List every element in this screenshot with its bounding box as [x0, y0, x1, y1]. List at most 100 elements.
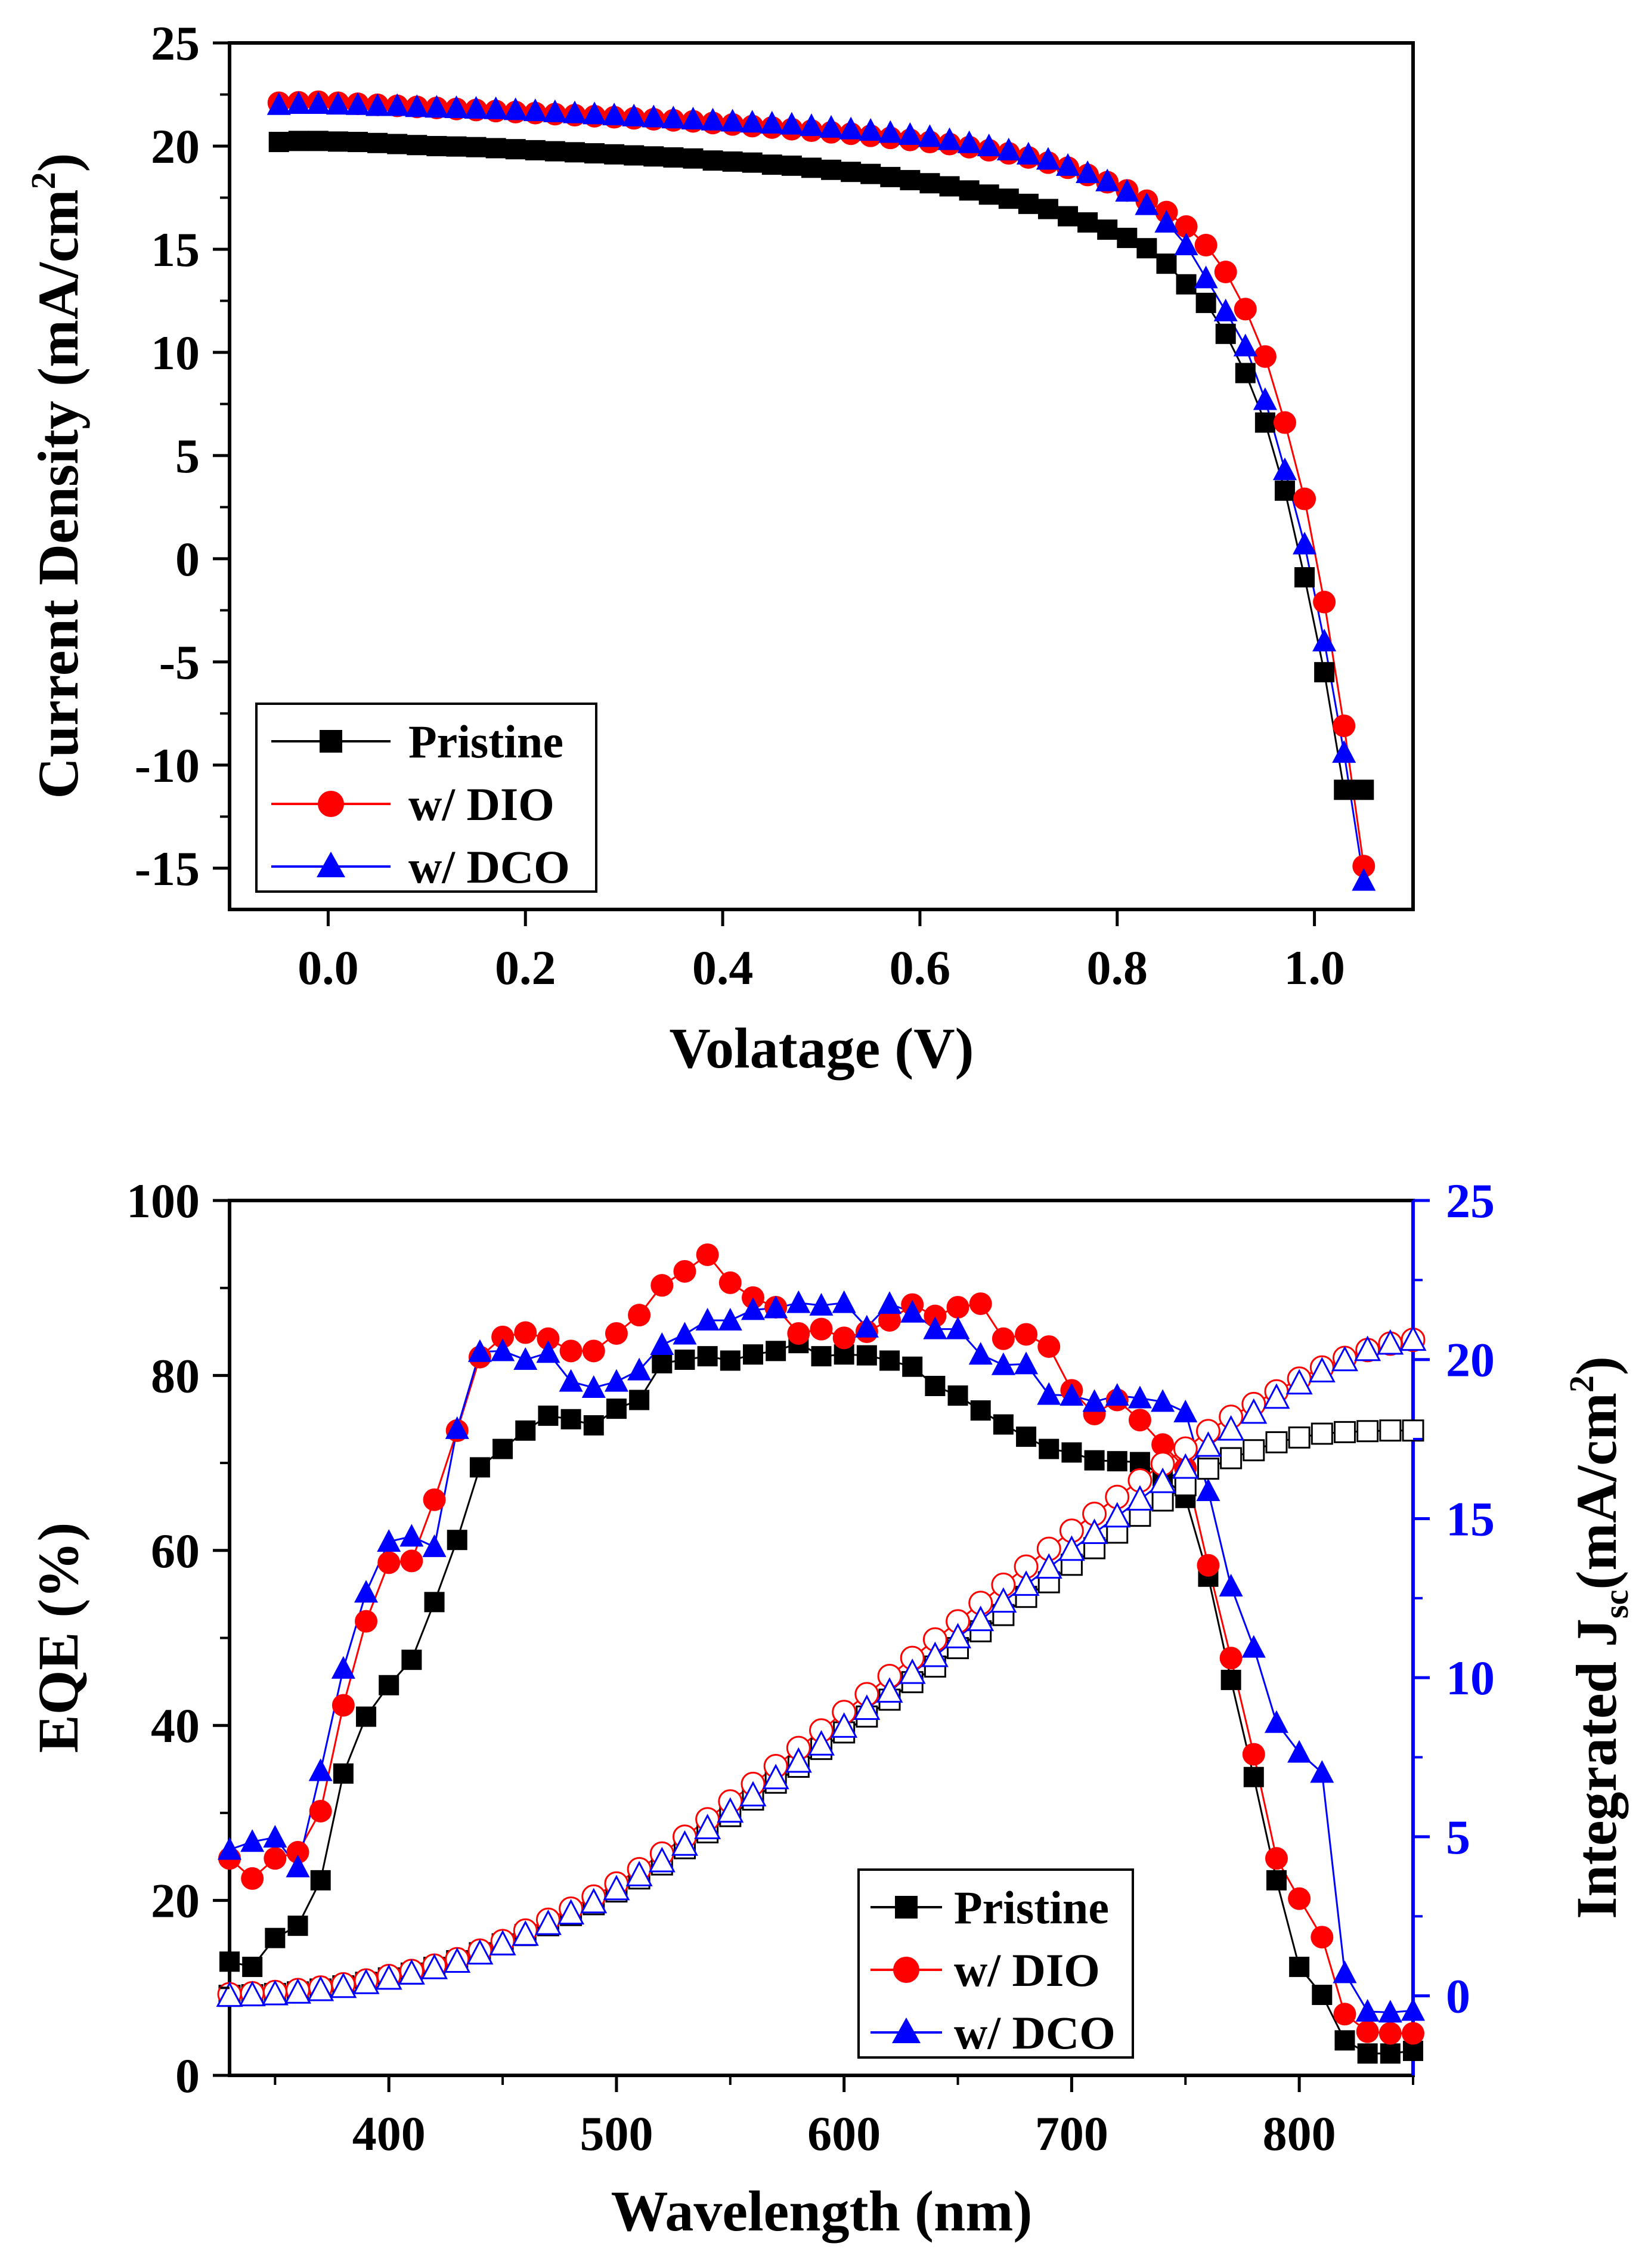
jv-point-dco	[740, 110, 764, 133]
eqe-right-y-tick-label: 25	[1446, 1174, 1495, 1228]
jv-point-dco	[799, 113, 823, 137]
jv-point-dco	[267, 92, 291, 115]
jv-x-tick-label: 0.8	[1087, 940, 1148, 995]
eqe-point-pristine-integrated	[1220, 1447, 1243, 1469]
eqe-point-pristine	[606, 1398, 627, 1419]
jv-point-dco	[957, 130, 981, 153]
eqe-point-dio	[696, 1243, 719, 1266]
eqe-point-dio	[1402, 2022, 1424, 2045]
eqe-point-pristine	[947, 1385, 968, 1406]
jv-point-dco	[543, 99, 567, 122]
jv-point-pristine	[348, 132, 368, 153]
jv-x-axis-title: Volatage (V)	[669, 1016, 974, 1080]
eqe-point-dio	[878, 1308, 902, 1332]
eqe-point-dco-integrated	[1058, 1535, 1085, 1561]
jv-point-pristine	[821, 159, 842, 180]
eqe-point-pristine	[1289, 1957, 1310, 1978]
eqe-point-pristine	[1266, 1870, 1287, 1890]
jv-point-dio	[1214, 261, 1237, 284]
eqe-point-dco	[399, 1524, 424, 1547]
eqe-ticks: 400 500 600 700 800 0 20 40 60 80 100 0 5 10 15 20 25	[126, 1174, 1495, 2161]
jv-y-tick-label: 0	[175, 532, 200, 586]
eqe-point-pristine	[1107, 1451, 1127, 1472]
jv-point-pristine	[1037, 199, 1058, 219]
eqe-point-pristine	[265, 1927, 286, 1948]
eqe-point-dco-integrated	[421, 1954, 448, 1979]
eqe-point-dco	[604, 1369, 628, 1392]
jv-point-pristine	[1058, 206, 1079, 227]
eqe-point-pristine	[1220, 1669, 1241, 1690]
eqe-point-pristine	[1061, 1442, 1082, 1463]
jv-point-pristine	[544, 141, 565, 162]
eqe-point-pristine	[993, 1414, 1014, 1435]
eqe-point-pristine	[560, 1409, 581, 1430]
eqe-point-dco	[695, 1307, 720, 1331]
eqe-point-dio	[332, 1694, 355, 1717]
eqe-point-pristine	[447, 1530, 467, 1551]
jv-point-dco	[661, 106, 686, 129]
jv-point-dco	[385, 93, 410, 116]
eqe-point-dio	[1219, 1647, 1243, 1670]
jv-point-dco	[1076, 160, 1100, 183]
jv-point-pristine	[900, 170, 921, 191]
jv-point-dco	[1115, 179, 1139, 202]
jv-legend-marker-pristine	[320, 730, 342, 753]
eqe-point-dco-integrated	[921, 1641, 949, 1667]
eqe-point-dco	[354, 1580, 379, 1603]
eqe-data-marks	[216, 1243, 1427, 2064]
eqe-point-dco-integrated	[375, 1964, 402, 1990]
eqe-point-dco-integrated	[625, 1861, 653, 1886]
jv-point-dco	[1352, 868, 1376, 891]
eqe-point-dco-integrated	[1331, 1345, 1358, 1372]
jv-point-pristine	[1136, 238, 1157, 259]
eqe-point-pristine-integrated	[1197, 1458, 1219, 1480]
eqe-point-pristine	[674, 1349, 695, 1370]
eqe-point-dco	[1310, 1760, 1334, 1783]
jv-point-pristine	[663, 147, 684, 168]
eqe-point-dco	[377, 1529, 401, 1552]
eqe-point-dio	[924, 1304, 947, 1328]
eqe-point-dco-integrated	[785, 1747, 812, 1773]
eqe-chart: 400 500 600 700 800 0 20 40 60 80 100 0 5 10 15 20 25 Wa…	[26, 1174, 1635, 2243]
jv-point-pristine	[268, 132, 289, 153]
eqe-point-dio	[650, 1274, 674, 1297]
eqe-point-pristine	[333, 1763, 354, 1784]
eqe-point-dio	[514, 1321, 537, 1344]
eqe-point-dco-integrated	[876, 1677, 903, 1703]
eqe-point-pristine	[379, 1675, 399, 1695]
jv-y-tick-label: 25	[151, 16, 200, 70]
eqe-point-dco	[331, 1656, 355, 1679]
jv-point-pristine	[1294, 567, 1315, 588]
eqe-point-dio	[787, 1322, 810, 1345]
eqe-point-dco-integrated	[831, 1712, 858, 1738]
jv-point-dco	[996, 137, 1021, 160]
jv-point-dco	[1036, 147, 1060, 170]
eqe-point-dco-integrated	[1308, 1357, 1336, 1382]
jv-x-tick-label: 0.2	[495, 940, 556, 995]
eqe-point-dco-integrated	[216, 1981, 243, 2007]
eqe-point-dco	[923, 1316, 947, 1339]
eqe-point-dco	[946, 1316, 970, 1339]
eqe-point-dio	[1197, 1554, 1220, 1577]
jv-point-pristine	[1314, 662, 1335, 683]
eqe-point-pristine-integrated	[1151, 1489, 1174, 1512]
eqe-x-tick-label: 700	[1035, 2106, 1108, 2161]
jv-y-tick-label: -5	[159, 635, 200, 689]
eqe-point-dco-integrated	[671, 1830, 698, 1856]
eqe-point-dio	[718, 1271, 742, 1294]
eqe-point-dco	[491, 1338, 515, 1362]
eqe-point-dco	[1378, 2000, 1402, 2023]
jv-point-dco	[306, 91, 330, 115]
jv-point-pristine	[1334, 779, 1355, 800]
eqe-point-pristine	[742, 1344, 763, 1365]
jv-point-pristine	[446, 136, 467, 157]
eqe-point-dio	[264, 1847, 287, 1870]
eqe-y-tick-label: 100	[126, 1174, 200, 1228]
eqe-point-dco-integrated	[762, 1763, 789, 1790]
jv-point-pristine	[1274, 480, 1295, 501]
eqe-point-dco	[968, 1342, 993, 1365]
eqe-point-dco	[1014, 1351, 1039, 1375]
jv-point-pristine	[1156, 253, 1177, 274]
eqe-point-dio	[309, 1799, 332, 1823]
eqe-point-pristine	[811, 1346, 832, 1367]
